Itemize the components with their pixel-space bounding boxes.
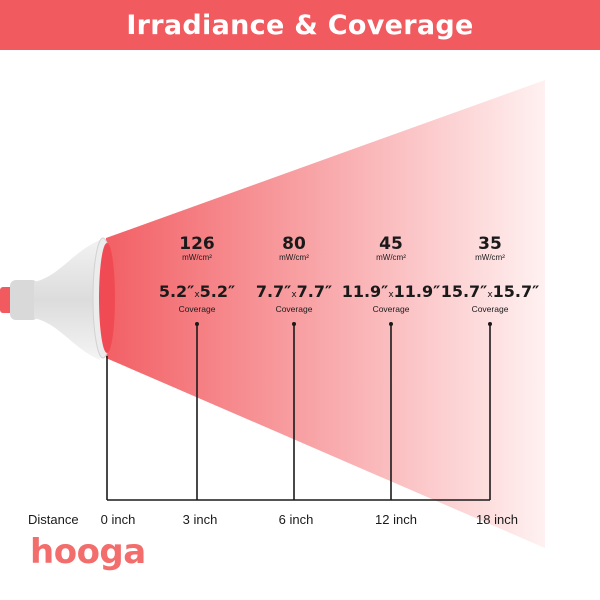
irradiance-value: 35 xyxy=(478,234,502,254)
lamp-lens xyxy=(99,243,115,353)
measurement-3-inch: 126 mW/cm² 5.2″x5.2″ Coverage xyxy=(142,235,252,314)
coverage-label: Coverage xyxy=(178,304,216,314)
coverage-height: 7.7″ xyxy=(296,282,333,301)
coverage-width: 11.9″ xyxy=(341,282,389,301)
light-beam xyxy=(106,80,545,548)
coverage-times: x xyxy=(487,290,493,300)
distance-tick-0: 0 inch xyxy=(100,512,136,527)
coverage-times: x xyxy=(388,290,394,300)
irradiance-value: 126 xyxy=(179,234,215,254)
measurement-6-inch: 80 mW/cm² 7.7″x7.7″ Coverage xyxy=(239,235,349,314)
irradiance-value: 80 xyxy=(282,234,306,254)
measurement-12-inch: 45 mW/cm² 11.9″x11.9″ Coverage xyxy=(336,235,446,314)
measurement-18-inch: 35 mW/cm² 15.7″x15.7″ Coverage xyxy=(435,235,545,314)
coverage-size: 5.2″x5.2″ xyxy=(142,283,252,304)
distance-tick-6: 6 inch xyxy=(278,512,314,527)
coverage-width: 15.7″ xyxy=(440,282,488,301)
irradiance-unit: mW/cm² xyxy=(475,253,505,262)
irradiance-value: 45 xyxy=(379,234,403,254)
bracket-dot-3 xyxy=(195,322,199,326)
title-banner: Irradiance & Coverage xyxy=(0,0,600,50)
bracket-dot-6 xyxy=(292,322,296,326)
irradiance-unit: mW/cm² xyxy=(182,253,212,262)
coverage-height: 5.2″ xyxy=(199,282,236,301)
coverage-height: 15.7″ xyxy=(492,282,540,301)
coverage-size: 15.7″x15.7″ xyxy=(435,283,545,304)
distance-label: Distance xyxy=(28,512,79,527)
lamp-bulb xyxy=(34,240,100,360)
irradiance-unit: mW/cm² xyxy=(279,253,309,262)
irradiance-unit: mW/cm² xyxy=(376,253,406,262)
lamp-neck xyxy=(10,280,38,320)
page-title: Irradiance & Coverage xyxy=(126,9,474,41)
coverage-height: 11.9″ xyxy=(393,282,441,301)
distance-tick-12: 12 inch xyxy=(375,512,417,527)
coverage-label: Coverage xyxy=(372,304,410,314)
coverage-label: Coverage xyxy=(275,304,313,314)
coverage-times: x xyxy=(194,290,200,300)
coverage-width: 5.2″ xyxy=(158,282,195,301)
bracket-dot-12 xyxy=(389,322,393,326)
coverage-size: 7.7″x7.7″ xyxy=(239,283,349,304)
coverage-size: 11.9″x11.9″ xyxy=(336,283,446,304)
bracket-dot-18 xyxy=(488,322,492,326)
coverage-width: 7.7″ xyxy=(255,282,292,301)
distance-tick-3: 3 inch xyxy=(182,512,218,527)
coverage-label: Coverage xyxy=(471,304,509,314)
hooga-logo: hooga xyxy=(30,532,146,572)
coverage-times: x xyxy=(291,290,297,300)
distance-tick-18: 18 inch xyxy=(476,512,518,527)
